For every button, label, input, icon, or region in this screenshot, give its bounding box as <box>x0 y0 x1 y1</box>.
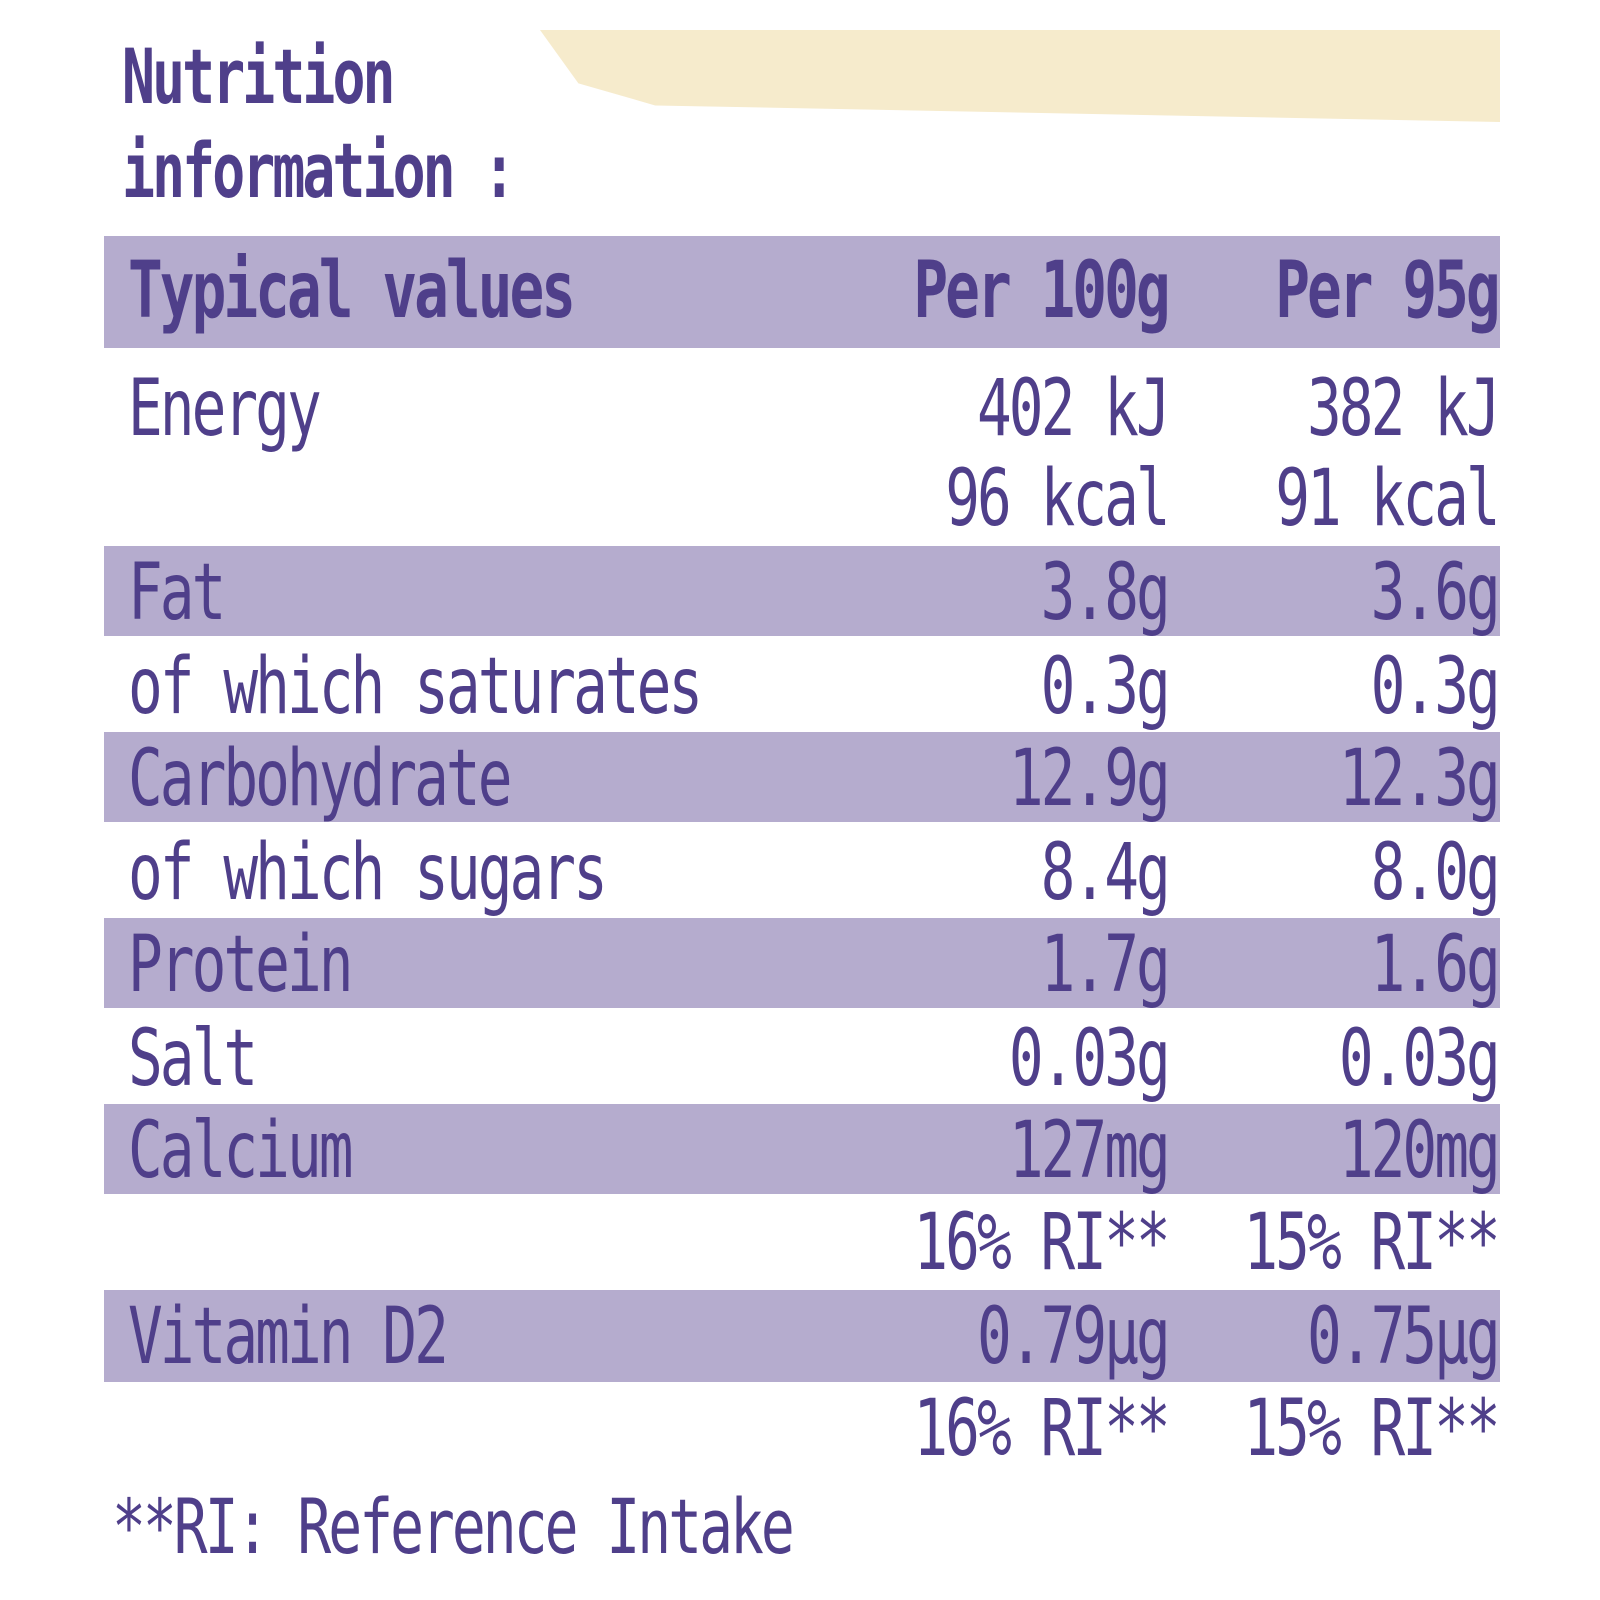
row-value-sugars-95g: 8.0g <box>1370 828 1501 918</box>
reference-intake-footnote: **RI: Reference Intake <box>112 1482 795 1571</box>
row-value-saturates-95g: 0.3g <box>1370 642 1501 732</box>
row-value-salt-100g: 0.03g <box>1009 1014 1171 1104</box>
row-value-fat-100g: 3.8g <box>1040 548 1171 638</box>
protein-band <box>104 918 1500 1008</box>
vitamin-d2-band <box>104 1290 1500 1382</box>
row-label-salt: Salt <box>128 1014 258 1104</box>
row-label-energy: Energy <box>128 364 322 454</box>
row-value-protein-100g: 1.7g <box>1040 920 1171 1010</box>
row-value-calcium-ri-100g: 16% RI** <box>913 1198 1171 1288</box>
row-value-protein-95g: 1.6g <box>1370 920 1501 1010</box>
row-label-fat: Fat <box>128 548 226 638</box>
row-label-sugars: of which sugars <box>128 828 608 918</box>
header-per-95g: Per 95g <box>1275 246 1501 336</box>
row-value-calcium-100g: 127mg <box>1009 1106 1171 1196</box>
row-value-saturates-100g: 0.3g <box>1040 642 1171 732</box>
row-value-vitamin-d2-95g: 0.75µg <box>1307 1292 1501 1382</box>
title-line-2: information : <box>122 126 516 215</box>
row-value-energy-kcal-95g: 91 kcal <box>1275 454 1501 544</box>
header-band <box>104 236 1500 348</box>
decorative-cream-bar <box>540 30 1500 122</box>
row-value-salt-95g: 0.03g <box>1339 1014 1501 1104</box>
row-value-carbohydrate-100g: 12.9g <box>1009 734 1171 824</box>
row-value-vitamin-d2-100g: 0.79µg <box>977 1292 1171 1382</box>
header-per-100g: Per 100g <box>913 246 1171 336</box>
carbohydrate-band <box>104 732 1500 822</box>
row-value-fat-95g: 3.6g <box>1370 548 1501 638</box>
row-label-vitamin-d2: Vitamin D2 <box>128 1292 449 1382</box>
row-label-calcium: Calcium <box>128 1106 354 1196</box>
row-label-carbohydrate: Carbohydrate <box>128 734 512 824</box>
row-value-vitamin-d2-ri-100g: 16% RI** <box>913 1384 1171 1474</box>
row-value-vitamin-d2-ri-95g: 15% RI** <box>1243 1384 1501 1474</box>
row-value-energy-kj-95g: 382 kJ <box>1307 364 1501 454</box>
fat-band <box>104 546 1500 636</box>
row-value-energy-kj-100g: 402 kJ <box>977 364 1171 454</box>
header-typical-values: Typical values <box>128 246 576 336</box>
row-value-sugars-100g: 8.4g <box>1040 828 1171 918</box>
row-value-carbohydrate-95g: 12.3g <box>1339 734 1501 824</box>
row-value-calcium-95g: 120mg <box>1339 1106 1501 1196</box>
title-line-1: Nutrition <box>122 32 395 121</box>
row-label-protein: Protein <box>128 920 354 1010</box>
row-label-saturates: of which saturates <box>128 642 703 732</box>
row-value-calcium-ri-95g: 15% RI** <box>1243 1198 1501 1288</box>
calcium-band <box>104 1104 1500 1194</box>
row-value-energy-kcal-100g: 96 kcal <box>945 454 1171 544</box>
panel-title: Nutrition information : <box>122 30 516 218</box>
